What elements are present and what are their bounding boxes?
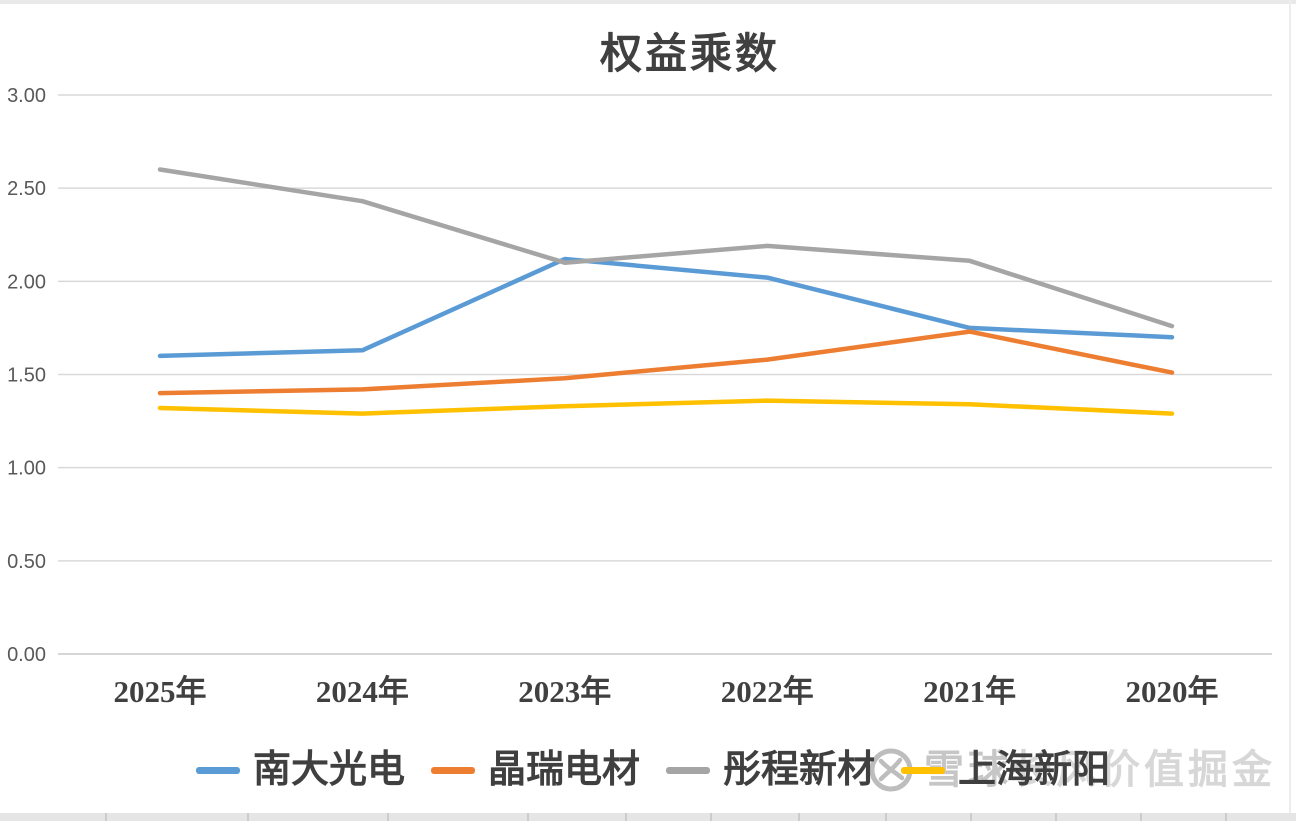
bottom-strip-tick [387,813,389,821]
series-line-3 [157,398,1175,416]
bottom-strip-tick [625,813,627,821]
legend-item-2: 彤程新材 [666,751,875,789]
bottom-strip-tick [1225,813,1227,821]
legend-label-3: 上海新阳 [958,749,1111,791]
chart-legend: 南大光电 晶瑞电材 彤程新材 上海新阳 [196,751,1110,789]
bottom-strip-tick [970,813,972,821]
bottom-strip-tick [1055,813,1057,821]
y-axis-tick-label: 3.00 [7,85,46,107]
x-axis-label: 2023年 [518,674,611,709]
bottom-border-strip [0,813,1296,821]
x-axis-label: 2022年 [721,674,814,709]
legend-item-0: 南大光电 [196,751,405,789]
y-axis-tick-label: 0.50 [7,551,46,573]
right-border-line [1289,0,1291,821]
legend-label-2: 彤程新材 [723,749,876,791]
y-axis-tick-label: 1.50 [7,365,46,387]
bottom-strip-tick [798,813,800,821]
y-axis-tick-label: 2.00 [7,271,46,293]
series-line-1 [157,329,1175,396]
legend-label-1: 晶瑞电材 [488,749,641,791]
x-axis-label: 2020年 [1126,674,1219,709]
x-axis-label: 2021年 [923,674,1016,709]
legend-marker-3 [901,766,946,774]
legend-marker-0 [196,766,240,774]
bottom-strip-tick [527,813,529,821]
legend-marker-1 [431,766,476,774]
x-axis-label: 2025年 [114,674,207,709]
y-axis-tick-label: 2.50 [7,178,46,200]
bottom-strip-tick [105,813,107,821]
bottom-strip-tick [1140,813,1142,821]
watermark-name: 长风价值掘金 [1012,747,1276,792]
bottom-strip-tick [710,813,712,821]
chart-title: 权益乘数 [599,32,781,78]
y-axis-tick-label: 1.00 [7,458,46,480]
legend-marker-2 [666,766,711,774]
watermark-text: 雪球长风价值掘金 [924,750,1276,790]
legend-item-3: 上海新阳 [901,751,1110,789]
series-line-0 [157,256,1175,359]
y-axis-tick-label: 0.00 [7,644,46,666]
bottom-strip-tick [885,813,887,821]
legend-item-1: 晶瑞电材 [431,751,640,789]
legend-label-0: 南大光电 [253,749,406,791]
bottom-strip-tick [247,813,249,821]
x-axis-label: 2024年 [316,674,409,709]
top-border-strip [0,0,1296,4]
series-line-2 [157,167,1175,329]
